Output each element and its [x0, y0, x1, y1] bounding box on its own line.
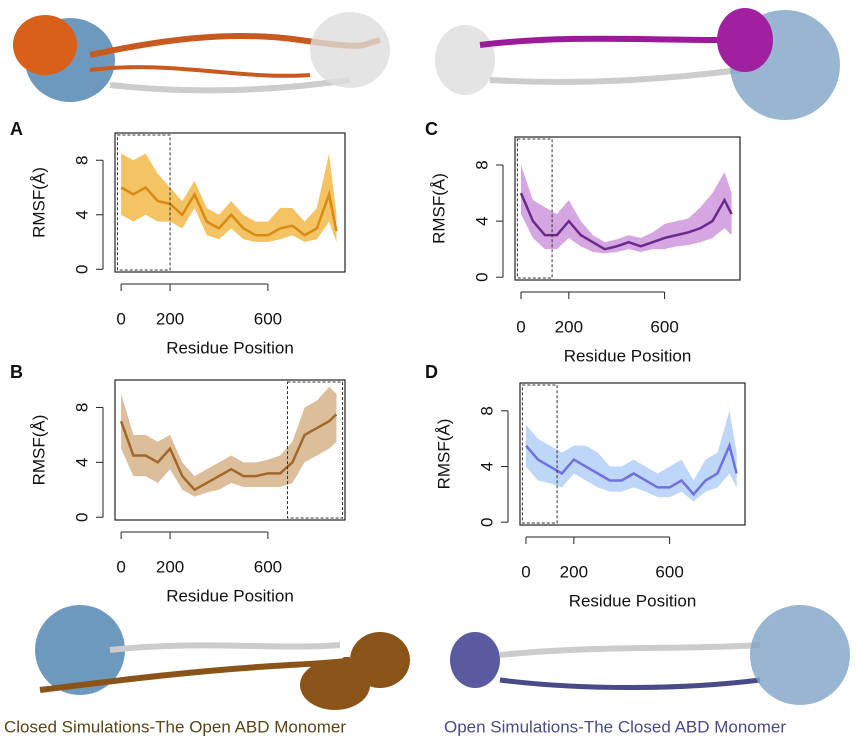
x-tick-label: 200: [555, 317, 583, 336]
x-axis-title: Residue Position: [564, 346, 692, 365]
caption: Open Simulations-The Closed ABD Monomer: [444, 717, 786, 736]
y-tick-label: 4: [72, 210, 91, 219]
plot-frame: [514, 136, 741, 281]
panel-label: A: [10, 119, 23, 139]
y-tick-label: 8: [472, 160, 491, 169]
y-tick-label: 8: [477, 406, 496, 415]
protein-top-left: [13, 12, 390, 102]
y-axis-title: RMSF(Å): [29, 415, 48, 486]
y-axis-title: RMSF(Å): [29, 167, 48, 238]
panel-label: C: [425, 119, 438, 139]
rmsf-line: [120, 185, 338, 237]
rmsf-band: [520, 165, 732, 254]
rmsf-line: [119, 413, 338, 492]
panel: B 0 4 8 RMSF(Å) 0 200 600 Residue Position: [10, 362, 346, 605]
y-tick-label: 4: [472, 216, 491, 225]
rmsf-line: [519, 192, 733, 251]
y-tick-label: 4: [477, 462, 496, 471]
x-tick-label: 600: [650, 317, 678, 336]
highlight-box: [516, 138, 553, 279]
x-tick-label: 0: [116, 309, 125, 328]
x-tick-label: 600: [254, 557, 282, 576]
rmsf-band: [525, 410, 737, 502]
panel-label: D: [425, 362, 438, 382]
rmsf-line: [525, 441, 738, 497]
y-tick-label: 0: [72, 265, 91, 274]
y-axis-title: RMSF(Å): [429, 173, 448, 244]
y-tick-label: 0: [477, 517, 496, 526]
x-tick-label: 600: [254, 309, 282, 328]
x-axis-title: Residue Position: [166, 586, 294, 605]
rmsf-band: [121, 386, 337, 497]
x-tick-label: 0: [516, 317, 525, 336]
panel: D 0 4 8 RMSF(Å) 0 200 600 Residue Position: [425, 362, 746, 610]
x-axis-title: Residue Position: [569, 591, 697, 610]
x-tick-label: 0: [521, 562, 530, 581]
panel: C 0 4 8 RMSF(Å) 0 200 600 Residue Position: [425, 119, 741, 365]
highlight-box: [521, 384, 558, 524]
y-tick-label: 0: [472, 272, 491, 281]
plot-frame: [114, 379, 346, 521]
panel-label: B: [10, 362, 23, 382]
y-tick-label: 4: [72, 458, 91, 467]
panel: A 0 4 8 RMSF(Å) 0 200 600 Residue Position: [10, 119, 346, 357]
x-tick-label: 200: [156, 557, 184, 576]
x-tick-label: 200: [560, 562, 588, 581]
y-axis-title: RMSF(Å): [434, 419, 453, 490]
x-axis-title: Residue Position: [166, 338, 294, 357]
x-tick-label: 0: [116, 557, 125, 576]
protein-bottom-left: [35, 605, 410, 710]
protein-bottom-right: [450, 605, 850, 705]
highlight-box: [116, 134, 171, 271]
y-tick-label: 8: [72, 156, 91, 165]
y-tick-label: 0: [72, 513, 91, 522]
y-tick-label: 8: [72, 403, 91, 412]
plot-frame: [519, 382, 746, 526]
x-tick-label: 600: [655, 562, 683, 581]
protein-top-right: [435, 8, 840, 120]
caption: Closed Simulations-The Open ABD Monomer: [4, 717, 346, 736]
highlight-box: [287, 381, 344, 519]
plot-frame: [114, 132, 346, 273]
x-tick-label: 200: [156, 309, 184, 328]
rmsf-band: [121, 153, 337, 243]
